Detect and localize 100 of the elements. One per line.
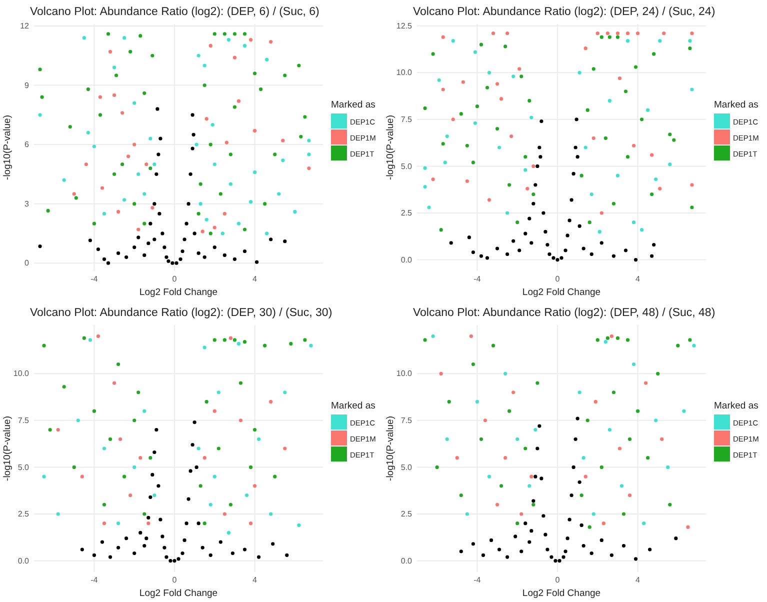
point <box>72 465 76 470</box>
point <box>196 251 200 256</box>
point <box>600 538 604 542</box>
point <box>560 256 564 260</box>
point <box>148 136 152 140</box>
x-tick-label: 4 <box>252 576 258 585</box>
point <box>148 495 152 499</box>
point <box>116 546 120 550</box>
point <box>672 138 676 142</box>
point <box>546 243 550 247</box>
point <box>132 418 136 422</box>
point <box>554 558 558 563</box>
point <box>461 80 465 84</box>
y-tick-label: 2.5 <box>400 510 413 519</box>
point <box>668 502 672 506</box>
point <box>174 261 178 265</box>
point <box>646 456 650 460</box>
point <box>624 248 628 252</box>
point <box>574 437 578 441</box>
point <box>166 259 170 263</box>
point <box>652 243 656 247</box>
point <box>212 245 216 250</box>
point <box>160 232 164 236</box>
point <box>132 245 136 250</box>
point <box>248 465 253 470</box>
point <box>592 136 596 140</box>
point <box>487 474 492 478</box>
point <box>303 115 307 119</box>
point <box>644 381 648 385</box>
point <box>524 155 528 159</box>
point <box>196 522 200 526</box>
point <box>552 256 556 260</box>
point <box>222 512 226 516</box>
point <box>451 118 455 122</box>
point <box>248 522 253 526</box>
point <box>606 32 610 36</box>
point <box>692 344 696 348</box>
point <box>202 522 206 526</box>
point <box>158 212 162 216</box>
point <box>481 553 486 557</box>
point <box>634 258 638 262</box>
point <box>283 390 287 394</box>
point <box>150 54 154 58</box>
point <box>150 206 154 210</box>
point <box>232 338 236 342</box>
point <box>612 254 616 258</box>
point <box>491 32 496 36</box>
point <box>590 551 594 556</box>
y-axis-title: -log10(P-value) <box>2 115 13 180</box>
point <box>152 202 156 206</box>
point <box>56 512 60 516</box>
y-tick-label: 7.5 <box>400 114 413 124</box>
point <box>443 160 447 164</box>
point <box>297 523 301 528</box>
point <box>154 172 158 176</box>
point <box>265 232 269 236</box>
point <box>102 502 106 506</box>
point <box>588 525 592 529</box>
point <box>216 390 220 394</box>
point <box>84 162 88 166</box>
point <box>666 465 670 470</box>
point <box>590 192 594 196</box>
point <box>120 111 124 115</box>
point <box>516 220 520 224</box>
point <box>299 134 303 138</box>
point <box>281 158 285 162</box>
point <box>80 474 84 478</box>
point <box>483 418 488 422</box>
point <box>283 74 287 78</box>
point <box>202 255 206 259</box>
point <box>518 248 522 252</box>
point <box>100 540 104 544</box>
point <box>508 183 512 187</box>
point <box>106 261 110 265</box>
point <box>514 534 518 538</box>
point <box>532 202 536 206</box>
point <box>504 456 508 460</box>
point <box>232 105 236 109</box>
point <box>202 456 206 460</box>
point <box>465 179 469 183</box>
y-tick-label: 7.5 <box>18 416 30 425</box>
point <box>600 35 604 39</box>
point <box>212 226 216 230</box>
point <box>263 202 267 206</box>
point <box>620 484 624 488</box>
x-axis-title: Log2 Fold Change <box>522 287 601 298</box>
point <box>62 178 66 182</box>
y-tick-label: 0.0 <box>400 556 413 566</box>
point <box>580 174 584 178</box>
point <box>487 198 492 202</box>
point <box>122 198 126 202</box>
point <box>495 502 500 506</box>
point <box>202 64 206 68</box>
point <box>439 228 443 232</box>
x-tick-label: 0 <box>172 274 178 284</box>
point <box>236 222 241 226</box>
point <box>138 530 142 535</box>
point <box>506 211 510 215</box>
point <box>56 428 60 432</box>
point <box>180 551 184 556</box>
